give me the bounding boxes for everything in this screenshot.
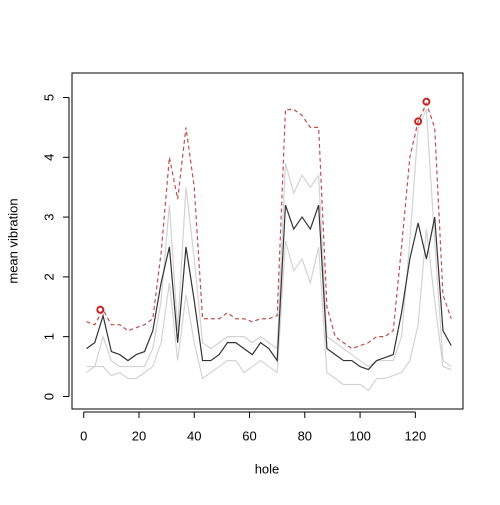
series-line xyxy=(86,101,452,350)
plot-box xyxy=(71,72,464,410)
series-line xyxy=(86,228,452,392)
y-tick-label: 1 xyxy=(41,333,56,340)
x-tick-label: 100 xyxy=(349,428,371,443)
x-tick-label: 120 xyxy=(405,428,427,443)
y-tick-label: 5 xyxy=(41,94,56,101)
highlight-point xyxy=(414,117,423,126)
x-tick-label: 80 xyxy=(298,428,312,443)
y-tick-label: 3 xyxy=(41,213,56,220)
y-axis-label: mean vibration xyxy=(5,198,20,283)
x-tick-label: 40 xyxy=(187,428,201,443)
highlight-point xyxy=(422,97,431,106)
x-tick-label: 20 xyxy=(132,428,146,443)
x-tick-label: 0 xyxy=(80,428,87,443)
y-tick-label: 2 xyxy=(41,273,56,280)
series-line xyxy=(86,204,452,371)
series-line xyxy=(86,109,452,368)
y-tick-label: 0 xyxy=(41,393,56,400)
x-axis-label: hole xyxy=(255,461,280,476)
y-tick-label: 4 xyxy=(41,154,56,161)
x-tick-label: 60 xyxy=(242,428,256,443)
highlight-point xyxy=(96,305,105,314)
